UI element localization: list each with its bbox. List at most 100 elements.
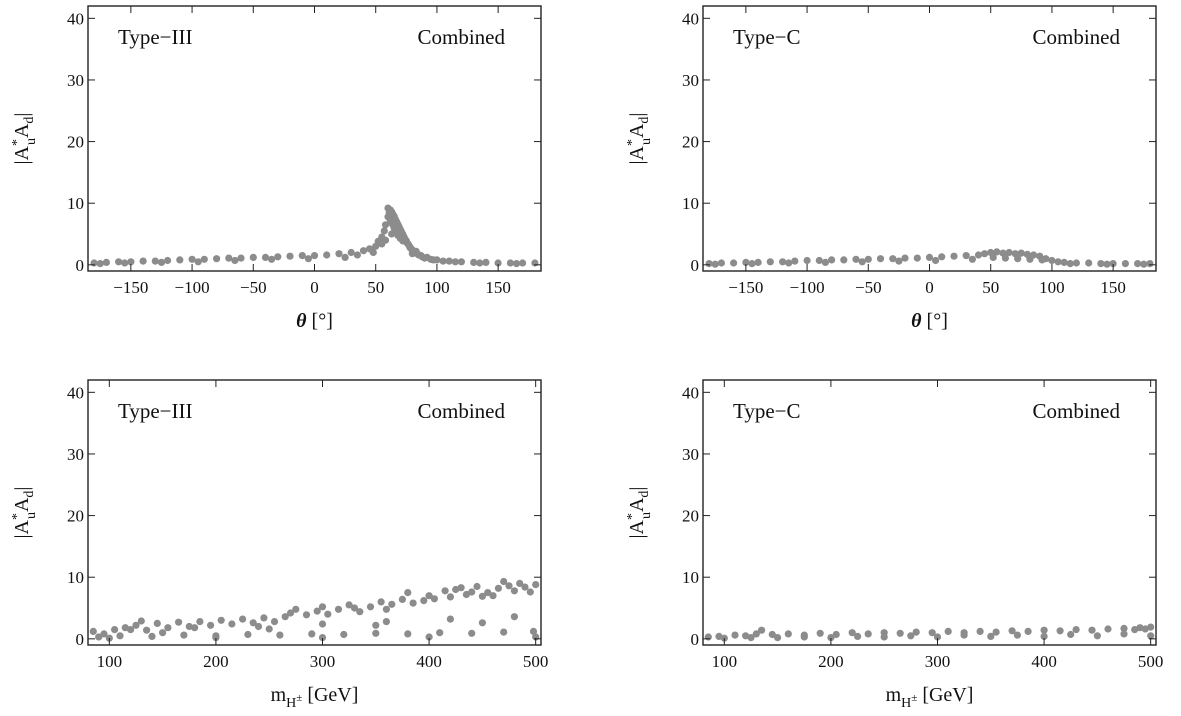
data-point	[1060, 258, 1068, 266]
data-point	[1141, 625, 1149, 633]
data-point	[925, 253, 934, 261]
y-tick-label: 10	[682, 568, 699, 587]
data-point	[1038, 256, 1046, 264]
data-point	[785, 259, 793, 267]
data-point	[913, 254, 921, 262]
data-point	[381, 221, 390, 229]
data-point	[298, 252, 306, 260]
data-point	[779, 258, 787, 266]
data-point	[239, 615, 247, 623]
data-point	[510, 587, 518, 595]
data-point	[334, 605, 343, 613]
y-axis-label: |A*uAd|	[625, 487, 654, 539]
plot-frame	[702, 379, 1157, 646]
data-point	[1072, 259, 1080, 267]
x-tick-label: 400	[1031, 652, 1057, 671]
data-point	[800, 633, 808, 641]
data-point	[832, 630, 840, 639]
data-point	[265, 625, 273, 633]
data-point	[318, 620, 327, 628]
data-point	[417, 252, 425, 260]
data-point	[268, 255, 276, 263]
y-tick-label: 20	[682, 133, 699, 152]
data-point	[111, 626, 119, 634]
data-point	[1103, 260, 1111, 268]
data-point	[359, 247, 368, 255]
data-point	[369, 248, 377, 257]
data-point	[747, 634, 755, 642]
data-point	[318, 603, 327, 611]
data-point	[164, 256, 172, 265]
data-point	[981, 250, 989, 258]
data-point	[148, 632, 156, 641]
x-tick-label: 500	[523, 652, 549, 671]
panel-3: 100 200 300 400 500 0 10 20 30 40 Type−III Combined…	[10, 379, 549, 711]
data-point	[928, 629, 936, 637]
data-point	[89, 627, 97, 636]
x-axis-label: θ [°]	[296, 310, 333, 332]
data-point	[425, 633, 433, 641]
data-point	[1008, 627, 1016, 635]
data-point	[398, 595, 406, 604]
data-point	[854, 632, 862, 641]
data-point	[1054, 258, 1062, 266]
plot-frame	[87, 379, 542, 646]
data-point	[1109, 260, 1117, 268]
data-point	[353, 251, 361, 259]
data-point	[254, 622, 263, 631]
model-label: Type−III	[118, 25, 193, 49]
data-point	[446, 593, 454, 601]
data-point	[372, 621, 380, 629]
data-point	[382, 618, 390, 626]
x-tick-label: 400	[416, 652, 442, 671]
data-point	[217, 616, 225, 624]
data-point	[1097, 260, 1105, 268]
data-point	[1066, 260, 1074, 268]
x-tick-label: 0	[925, 278, 934, 297]
y-tick-label: 40	[682, 383, 699, 402]
data-point	[752, 630, 760, 638]
data-point	[880, 633, 888, 641]
data-point	[274, 253, 282, 261]
data-point	[1146, 260, 1154, 268]
data-point	[950, 252, 958, 260]
data-point	[228, 620, 236, 628]
y-tick-label: 0	[76, 630, 85, 649]
x-tick-label: −50	[855, 278, 882, 297]
data-point	[1013, 631, 1022, 639]
data-point	[347, 248, 355, 257]
data-point	[742, 258, 750, 266]
data-point	[324, 610, 332, 618]
data-point	[1017, 249, 1025, 257]
data-points	[90, 204, 539, 268]
data-point	[1001, 254, 1010, 262]
x-tick-label: −100	[790, 278, 825, 297]
data-point	[896, 629, 904, 637]
data-point	[858, 258, 866, 266]
x-tick-label: 100	[424, 278, 450, 297]
data-point	[340, 630, 348, 639]
data-point	[470, 258, 478, 266]
data-point	[372, 629, 380, 637]
data-point	[478, 592, 486, 600]
data-point	[521, 583, 529, 591]
set-label: Combined	[1033, 25, 1121, 49]
data-point	[157, 258, 166, 266]
data-point	[90, 259, 98, 267]
data-point	[864, 255, 872, 263]
data-point	[194, 258, 202, 266]
data-point	[532, 581, 540, 589]
data-point	[500, 628, 508, 636]
x-tick-label: −150	[728, 278, 763, 297]
data-point	[436, 629, 444, 637]
data-point	[366, 603, 375, 611]
y-tick-label: 10	[67, 194, 84, 213]
y-tick-label: 30	[67, 71, 84, 90]
data-point	[827, 634, 835, 642]
data-point	[993, 248, 1001, 256]
x-tick-label: 150	[1100, 278, 1126, 297]
data-point	[159, 629, 167, 637]
y-tick-label: 30	[682, 445, 699, 464]
data-point	[115, 258, 123, 266]
data-point	[989, 253, 997, 261]
